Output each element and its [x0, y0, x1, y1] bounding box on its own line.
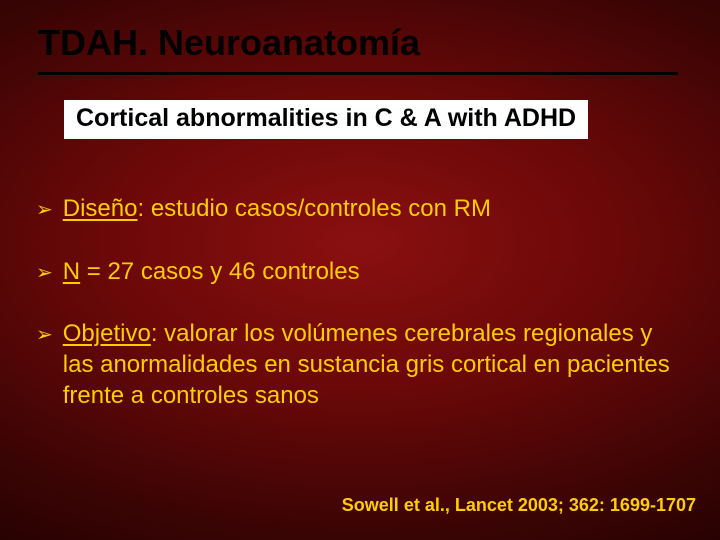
bullet-text: N = 27 casos y 46 controles [63, 257, 684, 288]
bullet-item: ➢ Diseño: estudio casos/controles con RM [36, 194, 684, 225]
subtitle-box: Cortical abnormalities in C & A with ADH… [64, 100, 588, 139]
bullet-label: N [63, 258, 80, 285]
chevron-right-icon: ➢ [36, 323, 53, 349]
bullet-label: Diseño [63, 195, 138, 222]
bullet-rest: : estudio casos/controles con RM [137, 195, 491, 222]
bullet-rest: = 27 casos y 46 controles [80, 258, 360, 285]
bullet-item: ➢ Objetivo: valorar los volúmenes cerebr… [36, 319, 684, 411]
chevron-right-icon: ➢ [36, 198, 53, 224]
bullet-list: ➢ Diseño: estudio casos/controles con RM… [36, 194, 684, 444]
bullet-rest: : valorar los volúmenes cerebrales regio… [63, 320, 670, 408]
subtitle-text: Cortical abnormalities in C & A with ADH… [76, 104, 576, 132]
bullet-text: Diseño: estudio casos/controles con RM [63, 194, 684, 225]
citation-text: Sowell et al., Lancet 2003; 362: 1699-17… [342, 495, 696, 516]
chevron-right-icon: ➢ [36, 261, 53, 287]
bullet-text: Objetivo: valorar los volúmenes cerebral… [63, 319, 684, 411]
bullet-item: ➢ N = 27 casos y 46 controles [36, 257, 684, 288]
slide-title-text: TDAH. Neuroanatomía [38, 22, 678, 75]
bullet-label: Objetivo [63, 320, 151, 347]
slide-title: TDAH. Neuroanatomía [38, 22, 678, 75]
